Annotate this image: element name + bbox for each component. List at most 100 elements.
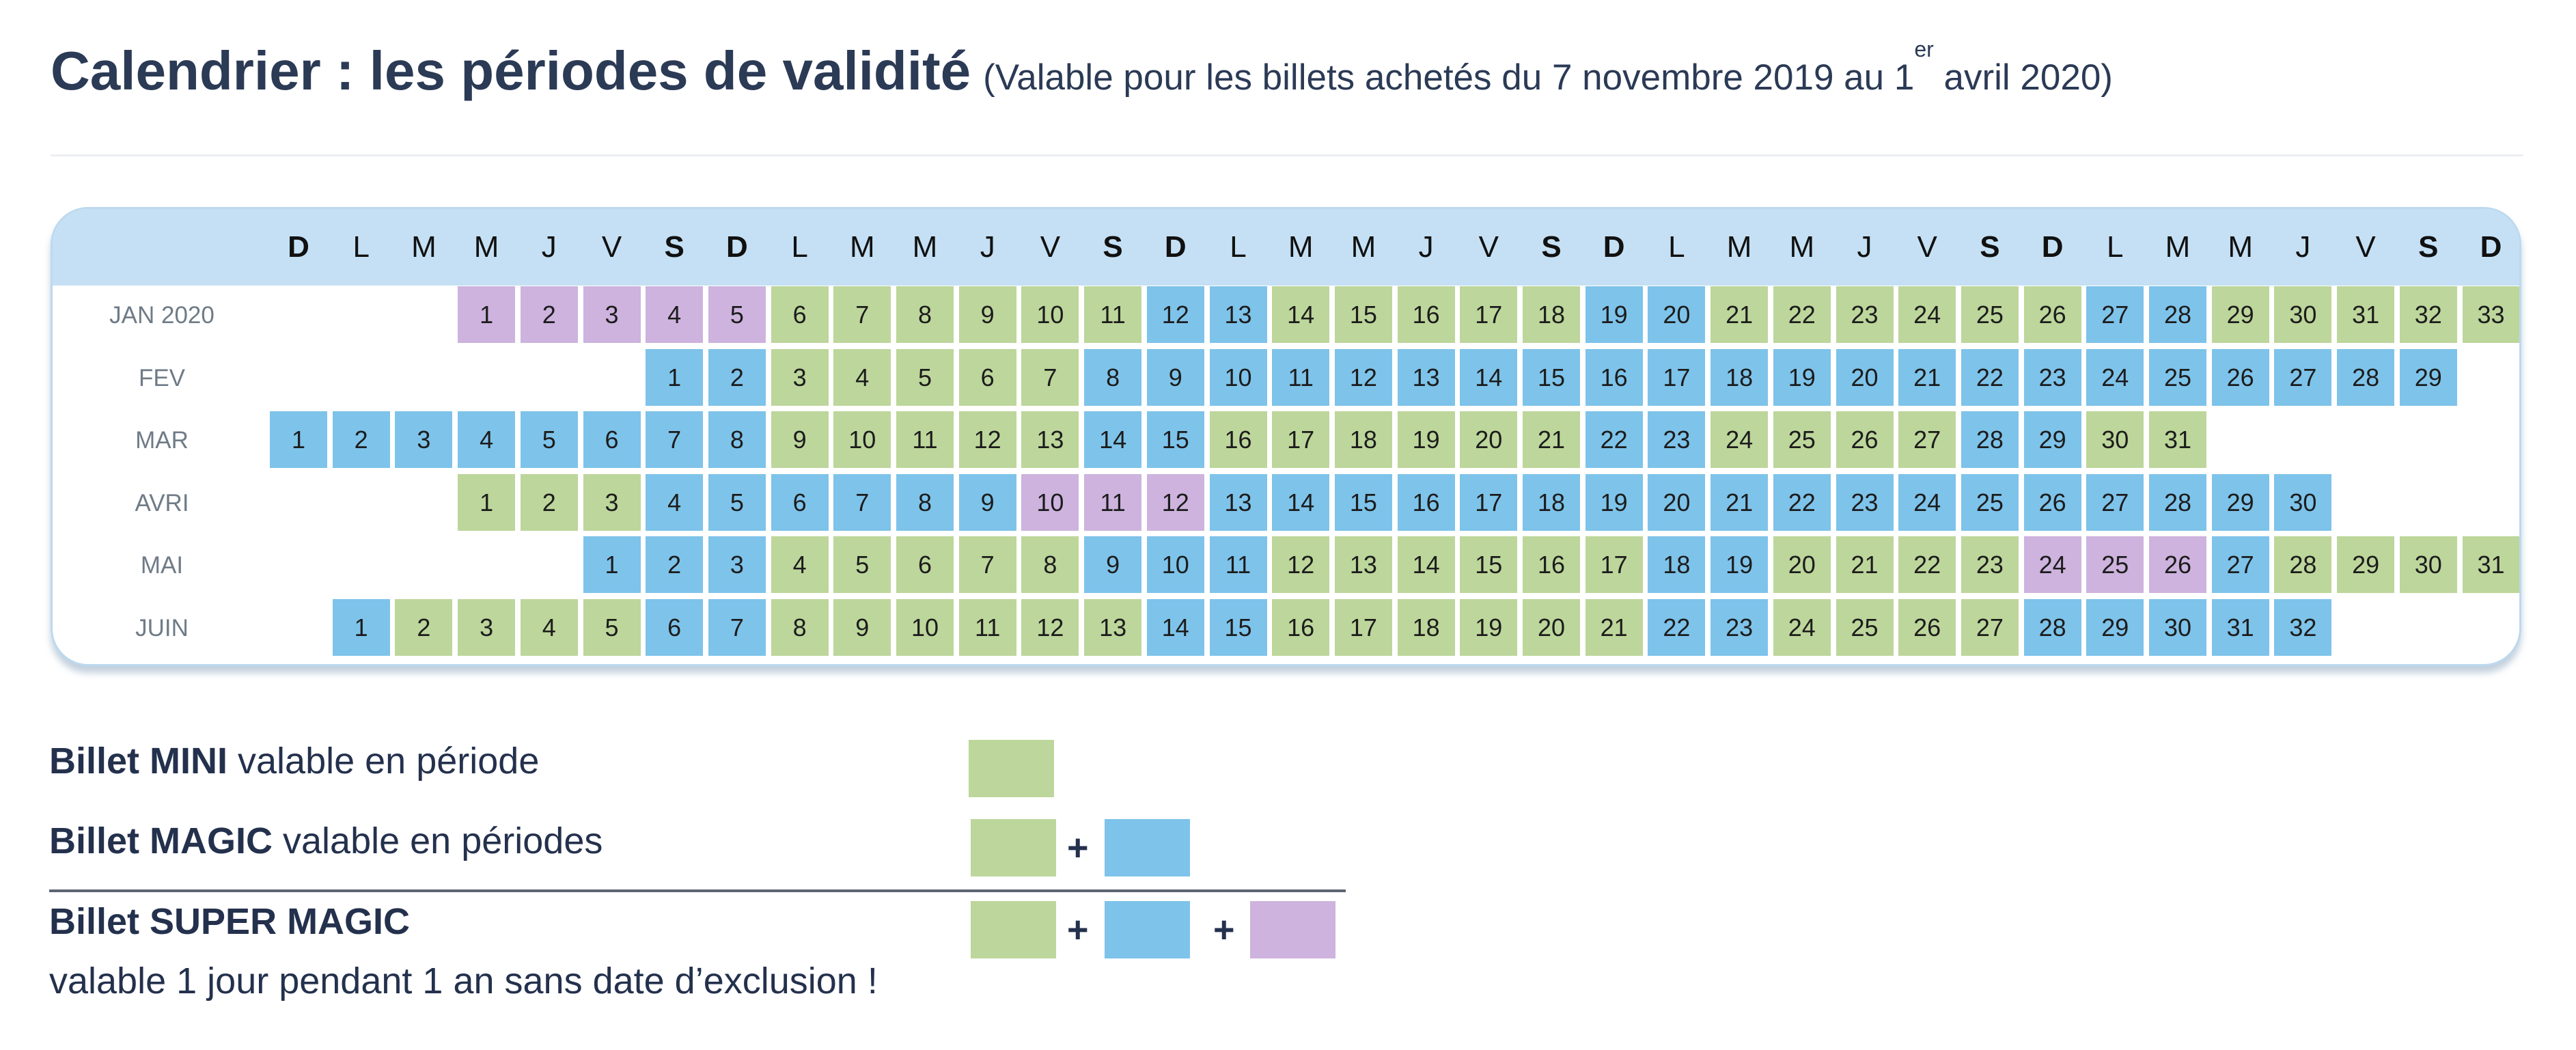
- calendar-day-cell: 8: [896, 473, 954, 531]
- calendar-day-cell: 6: [646, 599, 704, 656]
- calendar-day-cell: 8: [771, 599, 829, 656]
- calendar-day-cell: 30: [2274, 286, 2332, 343]
- legend-magic-bold: Billet MAGIC: [49, 820, 273, 861]
- calendar-day-cell: 20: [1648, 473, 1706, 531]
- calendar-day-cell: 26: [1898, 599, 1956, 656]
- calendar-day-cell: 24: [1898, 286, 1956, 343]
- legend-mini-green-swatch: [969, 740, 1054, 797]
- calendar-day-cell: 16: [1397, 286, 1455, 343]
- calendar-day-cell: 24: [1898, 473, 1956, 531]
- calendar-day-cell: 7: [1021, 348, 1079, 406]
- calendar-day-cell: 16: [1523, 536, 1580, 594]
- calendar-day-cell: 11: [1272, 348, 1330, 406]
- calendar-day-cell: 8: [1084, 348, 1142, 406]
- calendar-day-cell: 12: [1021, 599, 1079, 656]
- calendar-day-cell: 30: [2149, 599, 2206, 656]
- weekday-header: J: [1857, 230, 1872, 264]
- calendar-day-cell: 19: [1460, 599, 1518, 656]
- calendar-day-cell: 8: [708, 411, 766, 469]
- calendar-day-cell: 20: [1836, 348, 1894, 406]
- weekday-header: S: [1541, 230, 1562, 264]
- weekday-header: L: [352, 230, 370, 264]
- calendar-day-cell: 10: [1209, 348, 1267, 406]
- weekday-header: J: [541, 230, 557, 264]
- legend-super-bold: Billet SUPER MAGIC: [49, 901, 411, 942]
- calendar-day-cell: 30: [2274, 473, 2332, 531]
- weekday-header: V: [1478, 230, 1499, 264]
- calendar-day-cell: 25: [1836, 599, 1894, 656]
- calendar-day-cell: 29: [2211, 473, 2269, 531]
- calendar-day-cell: 32: [2399, 286, 2457, 343]
- calendar-day-cell: 25: [2149, 348, 2206, 406]
- calendar-day-cell: 14: [1084, 411, 1142, 469]
- calendar-day-cell: 15: [1523, 348, 1580, 406]
- calendar-day-cell: 5: [583, 599, 641, 656]
- weekday-header: D: [1164, 230, 1187, 264]
- calendar-day-cell: 15: [1209, 599, 1267, 656]
- calendar-day-cell: 2: [520, 286, 578, 343]
- calendar-day-cell: 23: [1836, 286, 1894, 343]
- calendar-day-cell: 4: [458, 411, 516, 469]
- calendar-day-cell: 6: [958, 348, 1016, 406]
- weekday-header: L: [791, 230, 808, 264]
- calendar-day-cell: 17: [1460, 286, 1518, 343]
- calendar-day-cell: 6: [771, 286, 829, 343]
- calendar-day-cell: 17: [1272, 411, 1330, 469]
- calendar-day-cell: 5: [896, 348, 954, 406]
- calendar-day-cell: 7: [958, 536, 1016, 594]
- calendar-day-cell: 27: [1898, 411, 1956, 469]
- calendar-day-cell: 15: [1146, 411, 1204, 469]
- calendar-day-cell: 1: [332, 599, 390, 656]
- calendar-day-cell: 18: [1523, 286, 1580, 343]
- calendar-day-cell: 26: [2023, 286, 2081, 343]
- calendar-day-cell: 18: [1711, 348, 1769, 406]
- title-main: Calendrier : les périodes de validité: [51, 40, 971, 101]
- calendar-day-cell: 14: [1272, 286, 1330, 343]
- calendar-day-cell: 10: [1021, 286, 1079, 343]
- calendar-day-cell: 7: [833, 473, 891, 531]
- calendar-day-cell: 26: [1836, 411, 1894, 469]
- subtitle-sup: er: [1914, 37, 1934, 61]
- month-label: MAR: [135, 427, 189, 454]
- weekday-header: M: [1789, 230, 1815, 264]
- weekday-header: J: [980, 230, 995, 264]
- weekday-header: D: [1603, 230, 1625, 264]
- calendar-day-cell: 19: [1773, 348, 1831, 406]
- calendar-day-cell: 7: [833, 286, 891, 343]
- calendar-day-cell: 30: [2086, 411, 2144, 469]
- calendar-day-cell: 13: [1397, 348, 1455, 406]
- month-label: MAI: [140, 552, 184, 579]
- calendar-day-cell: 12: [958, 411, 1016, 469]
- calendar-day-cell: 3: [458, 599, 516, 656]
- subtitle-after: avril 2020): [1933, 57, 2113, 98]
- calendar-day-cell: 29: [2399, 348, 2457, 406]
- calendar-day-cell: 18: [1334, 411, 1392, 469]
- calendar-day-cell: 27: [2086, 473, 2144, 531]
- calendar-day-cell: 3: [583, 473, 641, 531]
- calendar-day-cell: 12: [1146, 473, 1204, 531]
- legend-super-plus-2: +: [1213, 909, 1235, 950]
- calendar-day-cell: 22: [1585, 411, 1643, 469]
- calendar-day-cell: 4: [771, 536, 829, 594]
- calendar-day-cell: 23: [1648, 411, 1706, 469]
- calendar-day-cell: 11: [958, 599, 1016, 656]
- calendar-day-cell: 22: [1773, 286, 1831, 343]
- weekday-header: S: [1980, 230, 2000, 264]
- calendar-day-cell: 22: [1773, 473, 1831, 531]
- weekday-header: L: [2107, 230, 2124, 264]
- calendar-day-cell: 26: [2023, 473, 2081, 531]
- calendar-day-cell: 6: [896, 536, 954, 594]
- weekday-header: S: [2418, 230, 2439, 264]
- calendar-day-cell: 9: [1146, 348, 1204, 406]
- calendar-day-cell: 9: [833, 599, 891, 656]
- calendar-day-cell: 23: [1836, 473, 1894, 531]
- calendar-day-cell: 24: [1773, 599, 1831, 656]
- calendar-day-cell: 27: [1961, 599, 2019, 656]
- calendar-day-cell: 4: [833, 348, 891, 406]
- calendar-day-cell: 7: [708, 599, 766, 656]
- calendar-day-cell: 22: [1648, 599, 1706, 656]
- calendar-day-cell: 21: [1523, 411, 1580, 469]
- calendar-day-cell: 5: [708, 473, 766, 531]
- calendar-day-cell: 3: [708, 536, 766, 594]
- weekday-header: J: [2295, 230, 2311, 264]
